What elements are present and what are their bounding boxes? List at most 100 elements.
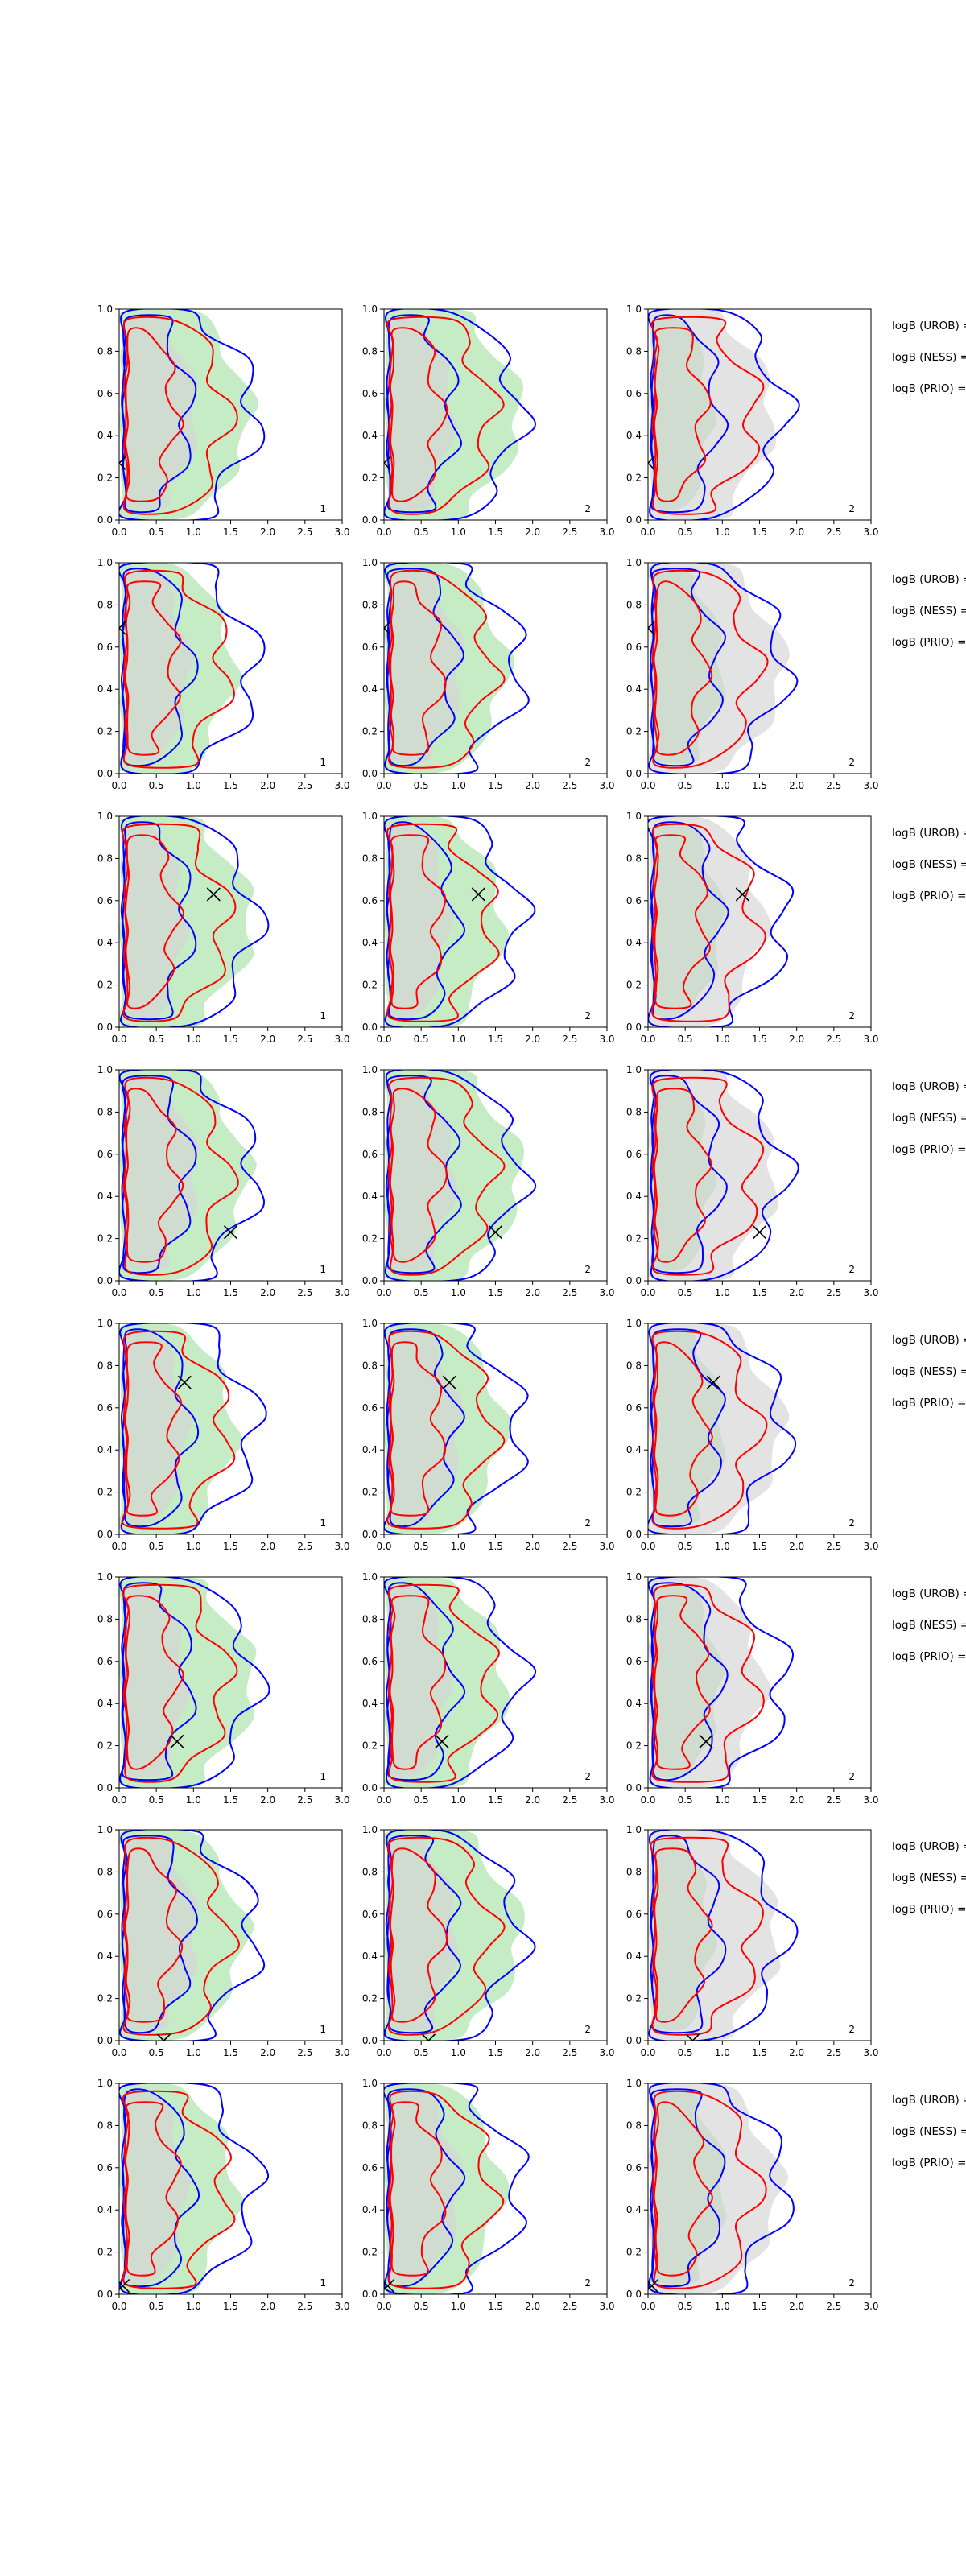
inner-fill-region: [386, 824, 454, 1018]
x-tick-label: 0.5: [414, 2301, 429, 2312]
y-tick-label: 0.6: [97, 1402, 113, 1414]
row-annotations-6: logB (UROB) = logB (NESS) = logB (PRIO) =: [892, 1587, 966, 1663]
red-contour-outer: [387, 569, 506, 769]
x-tick-label: 1.0: [186, 1794, 201, 1806]
x-tick-label: 1.0: [186, 1287, 201, 1298]
panel-corner-label: 2: [848, 503, 855, 514]
x-tick-label: 0.0: [376, 780, 391, 791]
y-tick-label: 0.4: [626, 683, 642, 695]
x-tick-label: 2.5: [297, 1541, 312, 1552]
red-contour-outer: [650, 316, 765, 515]
y-tick-label: 0.6: [626, 642, 642, 653]
y-tick-label: 0.6: [97, 1656, 113, 1667]
y-tick-label: 0.2: [626, 2247, 642, 2258]
y-tick-label: 0.2: [626, 1487, 642, 1498]
blue-contour-outer: [384, 309, 536, 520]
logb-annotation: logB (UROB) =: [892, 573, 966, 586]
y-tick-label: 0.4: [362, 2204, 378, 2215]
red-contour-outer: [651, 1583, 765, 1783]
y-tick-label: 0.8: [97, 852, 113, 864]
panel-r1-c1: 0.0 0.5 1.0 1.5 2.0 2.5 3.0 0.0 0.2 0.4 0.6 0.8 1.0 1: [97, 303, 350, 538]
marker-x: [706, 1375, 720, 1389]
y-tick-label: 0.0: [362, 1529, 378, 1540]
x-tick-label: 0.5: [149, 1287, 164, 1298]
red-contour-outer: [386, 316, 505, 515]
logb-annotation: logB (PRIO) =: [892, 382, 966, 395]
red-contour-outer: [121, 823, 237, 1022]
x-tick-label: 2.0: [525, 1034, 540, 1045]
y-tick-label: 0.8: [362, 852, 378, 864]
y-tick-label: 0.0: [362, 768, 378, 779]
x-tick-label: 0.5: [149, 1794, 164, 1806]
x-tick-label: 0.0: [111, 1541, 126, 1552]
blue-contour-outer: [648, 563, 799, 774]
y-tick-label: 0.4: [97, 2204, 113, 2215]
row-annotations-2: logB (UROB) = logB (NESS) = logB (PRIO) =: [892, 573, 966, 649]
y-tick-label: 1.0: [362, 1318, 378, 1329]
x-tick-label: 0.5: [149, 1034, 164, 1045]
x-tick-label: 0.5: [678, 2301, 693, 2312]
y-tick-label: 0.6: [97, 388, 113, 399]
y-tick-label: 0.4: [362, 1444, 378, 1455]
logb-annotation: logB (UROB) =: [892, 1080, 966, 1093]
y-tick-label: 0.4: [626, 1698, 642, 1709]
x-tick-label: 2.5: [562, 2301, 577, 2312]
panel-corner-label: 2: [848, 2277, 855, 2289]
y-tick-label: 0.0: [626, 1782, 642, 1794]
x-tick-label: 1.5: [752, 1034, 767, 1045]
blue-contour-outer: [384, 1830, 536, 2041]
y-tick-label: 0.0: [626, 1022, 642, 1033]
panel-corner-label: 2: [584, 757, 591, 768]
inner-fill-region: [650, 1077, 717, 1271]
x-tick-label: 2.5: [826, 526, 841, 538]
red-contour-outer: [122, 569, 235, 769]
marker-x: [471, 887, 485, 902]
x-tick-label: 2.0: [525, 1541, 540, 1552]
marker-x: [177, 1375, 192, 1389]
y-tick-label: 0.6: [626, 388, 642, 399]
x-tick-label: 2.0: [260, 780, 275, 791]
marker-x: [119, 456, 126, 470]
y-tick-label: 0.8: [97, 345, 113, 357]
y-tick-label: 0.4: [97, 683, 113, 695]
y-tick-label: 0.2: [362, 980, 378, 991]
x-tick-label: 1.0: [186, 1034, 201, 1045]
panel-r6-c3: 0.0 0.5 1.0 1.5 2.0 2.5 3.0 0.0 0.2 0.4 0.6 0.8 1.0 2: [626, 1571, 879, 1806]
y-tick-label: 1.0: [362, 2078, 378, 2089]
x-tick-label: 1.0: [715, 1034, 730, 1045]
row-annotations-3: logB (UROB) = logB (NESS) = logB (PRIO) =: [892, 827, 966, 902]
logb-annotation: logB (UROB) =: [892, 320, 966, 332]
inner-fill-region: [650, 1584, 726, 1778]
x-tick-label: 0.5: [678, 2047, 693, 2058]
marker-x: [752, 1225, 767, 1240]
logb-annotation: logB (UROB) =: [892, 1840, 966, 1853]
y-tick-label: 0.6: [97, 895, 113, 906]
x-tick-label: 0.0: [640, 1287, 655, 1298]
red-contour-outer: [651, 1076, 765, 1276]
y-tick-label: 1.0: [626, 2078, 642, 2089]
blue-contour-inner: [650, 1582, 729, 1781]
x-tick-label: 0.0: [376, 1287, 391, 1298]
y-tick-label: 1.0: [626, 1318, 642, 1329]
inner-fill-region: [386, 1837, 459, 2031]
x-tick-label: 3.0: [863, 780, 878, 791]
x-tick-label: 3.0: [863, 2301, 878, 2312]
marker-x: [488, 1225, 503, 1240]
x-tick-label: 3.0: [599, 2047, 614, 2058]
red-contour-inner: [389, 2101, 447, 2277]
red-contour-inner: [124, 1847, 184, 2023]
inner-fill-region: [122, 1331, 193, 1525]
x-tick-label: 3.0: [334, 2047, 349, 2058]
x-tick-label: 2.0: [525, 2047, 540, 2058]
x-tick-label: 0.0: [376, 526, 391, 538]
x-tick-label: 3.0: [599, 780, 614, 791]
y-tick-label: 0.4: [626, 937, 642, 948]
panel-r1-c2: 0.0 0.5 1.0 1.5 2.0 2.5 3.0 0.0 0.2 0.4 0.6 0.8 1.0 2: [362, 303, 615, 538]
red-contour-inner: [389, 327, 448, 502]
x-tick-label: 0.5: [414, 2047, 429, 2058]
y-tick-label: 0.8: [97, 1613, 113, 1624]
red-contour-inner: [124, 834, 184, 1009]
panel-corner-label: 2: [848, 1771, 855, 1782]
x-tick-label: 2.5: [826, 2301, 841, 2312]
marker-x: [735, 887, 749, 902]
